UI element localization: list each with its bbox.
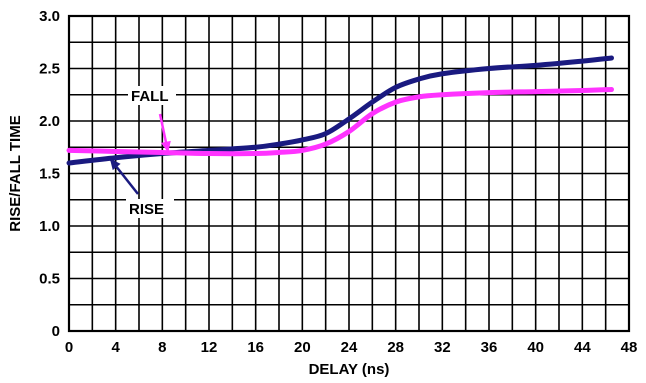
x-tick-label: 0	[65, 339, 73, 356]
x-tick-label: 48	[621, 339, 638, 356]
x-tick-label: 12	[201, 339, 218, 356]
y-tick-label: 2.0	[39, 113, 60, 130]
y-tick-label: 3.0	[39, 8, 60, 25]
x-tick-label: 44	[574, 339, 591, 356]
x-tick-label: 8	[158, 339, 166, 356]
x-tick-label: 4	[111, 339, 120, 356]
x-tick-label: 40	[527, 339, 544, 356]
y-tick-label: 0.5	[39, 271, 60, 288]
annotations: FALL RISE	[108, 86, 176, 218]
x-tick-label: 32	[434, 339, 451, 356]
y-axis-title: RISE/FALL TIME	[7, 115, 24, 231]
x-tick-label: 28	[387, 339, 404, 356]
tick-labels: 0 4 8 12 16 20 24 28 32 36 40 44 4800.51.01.52.02.53…	[39, 8, 637, 356]
x-tick-label: 24	[341, 339, 358, 356]
annotation-label-background	[128, 86, 176, 105]
y-tick-label: 1.0	[39, 218, 60, 235]
x-tick-label: 20	[294, 339, 311, 356]
x-tick-label: 16	[247, 339, 264, 356]
x-axis-title: DELAY (ns)	[309, 361, 390, 378]
grid	[67, 14, 631, 333]
annotation-label-background	[126, 199, 174, 218]
annotation-label-rise: RISE	[129, 201, 164, 218]
annotation-label-fall: FALL	[131, 88, 169, 105]
annotation-arrowhead-fall	[160, 140, 171, 153]
series-line-fall	[66, 87, 614, 157]
y-tick-label: 1.5	[39, 166, 60, 183]
y-tick-label: 0	[52, 323, 60, 340]
annotation-arrowhead-rise	[109, 158, 121, 171]
series-lines	[66, 55, 614, 166]
y-tick-label: 2.5	[39, 61, 60, 78]
plot-frame	[67, 14, 631, 333]
x-tick-label: 36	[481, 339, 498, 356]
